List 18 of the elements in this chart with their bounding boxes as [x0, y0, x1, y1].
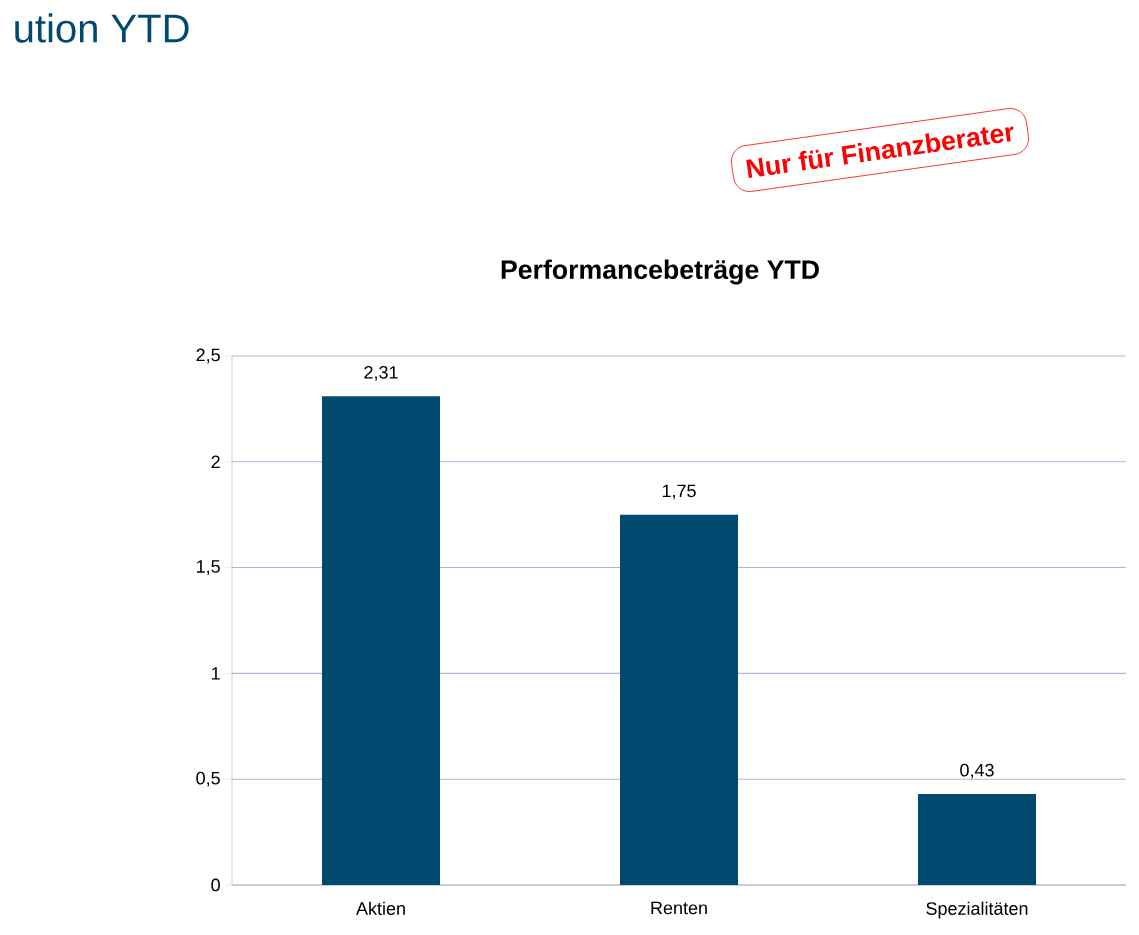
data-label: 2,31: [364, 365, 398, 381]
y-tick-label: 1,5: [196, 560, 220, 575]
y-tick-label: 1: [212, 667, 220, 680]
bar: [620, 514, 738, 885]
bar: [322, 396, 440, 885]
x-tick-label: Renten: [651, 901, 707, 915]
text: Nur für Finanzberater: [746, 126, 1014, 179]
bar: [918, 794, 1036, 885]
y-tick-label: 2: [211, 455, 220, 469]
x-tick-label: Aktien: [356, 901, 405, 915]
text: ution YTD: [15, 13, 189, 43]
y-tick-label: 0: [211, 878, 220, 892]
data-label: 0,43: [960, 763, 994, 779]
chart-title: Performancebeträge YTD: [501, 259, 819, 285]
data-label: 1,75: [662, 484, 696, 500]
y-tick-label: 2,5: [196, 348, 220, 364]
x-tick-label: Spezialitäten: [926, 901, 1028, 919]
y-tick-label: 0,5: [196, 771, 220, 787]
